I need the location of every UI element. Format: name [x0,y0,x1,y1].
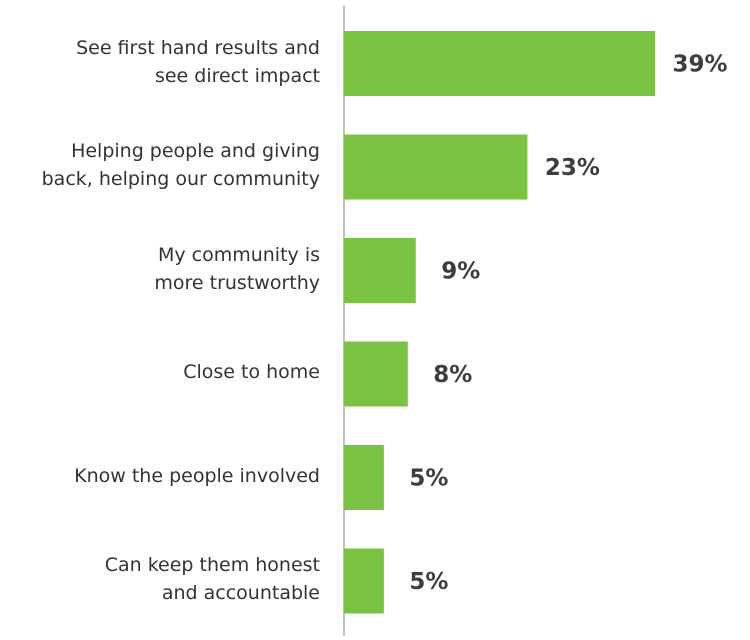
bar-2 [344,134,528,200]
category-label-2: Helping people and giving back, helping … [41,140,320,190]
bar-3 [344,238,416,303]
bar-1 [344,31,655,96]
category-label-6: Can keep them honest and accountable [104,554,320,604]
bars-group [344,31,655,614]
category-label-1: See first hand results and see direct im… [76,36,320,87]
value-label-6: 5% [409,569,448,595]
value-label-2: 23% [545,155,600,181]
bar-6 [344,548,384,614]
bar-5 [344,445,384,510]
value-label-3: 9% [441,259,480,285]
category-label-4: Close to home [183,361,320,383]
bar-4 [344,341,408,407]
category-label-5: Know the people involved [74,464,320,487]
value-labels-group: 39% 23% 9% 8% 5% 5% [409,52,727,596]
category-label-3: My community is more trustworthy [154,243,320,294]
value-label-4: 8% [433,362,472,388]
value-label-1: 39% [672,52,727,78]
value-label-5: 5% [409,466,448,492]
